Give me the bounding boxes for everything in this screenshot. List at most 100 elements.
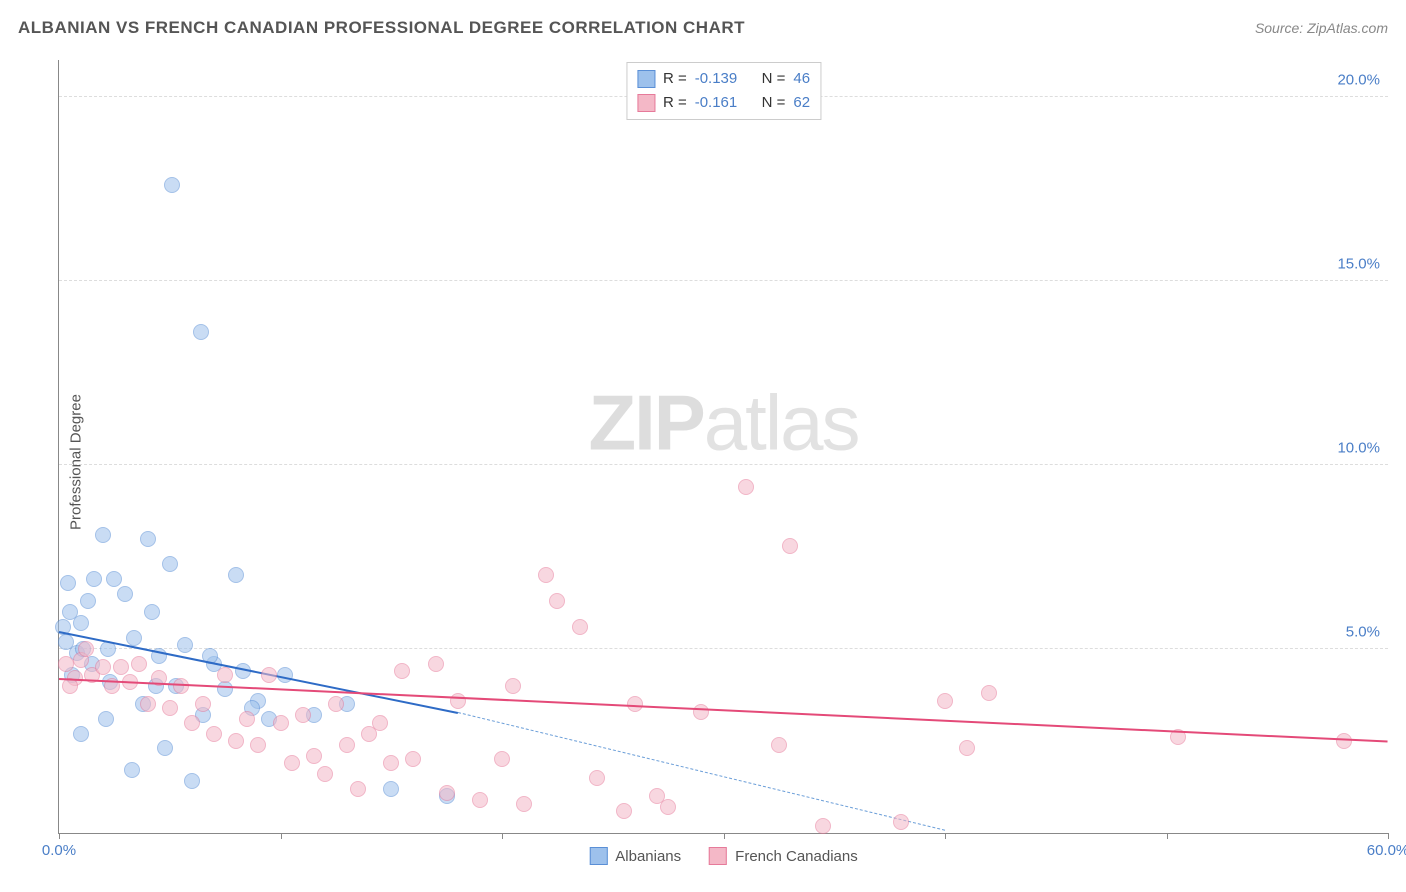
scatter-point	[184, 773, 200, 789]
n-value: 46	[793, 67, 810, 91]
scatter-point	[306, 748, 322, 764]
watermark-zip: ZIP	[588, 379, 703, 467]
x-tick	[945, 833, 946, 839]
y-tick-label: 15.0%	[1337, 255, 1380, 272]
x-tick	[724, 833, 725, 839]
scatter-point	[383, 755, 399, 771]
scatter-point	[228, 567, 244, 583]
chart-container: Professional Degree ZIPatlas R =-0.139 N…	[18, 50, 1388, 874]
scatter-point	[394, 663, 410, 679]
source-label: Source: ZipAtlas.com	[1255, 20, 1388, 36]
scatter-point	[284, 755, 300, 771]
legend-series-label: Albanians	[615, 848, 681, 865]
scatter-point	[937, 693, 953, 709]
scatter-point	[177, 637, 193, 653]
n-label: N =	[762, 67, 786, 91]
scatter-point	[372, 715, 388, 731]
scatter-point	[472, 792, 488, 808]
scatter-point	[572, 619, 588, 635]
scatter-point	[126, 630, 142, 646]
scatter-point	[616, 803, 632, 819]
y-tick-label: 10.0%	[1337, 439, 1380, 456]
scatter-point	[157, 740, 173, 756]
trend-line	[458, 712, 946, 831]
scatter-point	[124, 762, 140, 778]
legend-series-label: French Canadians	[735, 848, 858, 865]
legend-series-item: Albanians	[589, 847, 681, 865]
scatter-point	[131, 656, 147, 672]
scatter-point	[660, 799, 676, 815]
x-tick-label: 60.0%	[1367, 842, 1406, 859]
scatter-point	[328, 696, 344, 712]
scatter-point	[98, 711, 114, 727]
scatter-point	[405, 751, 421, 767]
scatter-point	[538, 567, 554, 583]
legend-swatch	[589, 847, 607, 865]
x-tick-label: 0.0%	[42, 842, 76, 859]
scatter-point	[450, 693, 466, 709]
scatter-point	[428, 656, 444, 672]
scatter-point	[250, 737, 266, 753]
scatter-point	[261, 667, 277, 683]
scatter-point	[383, 781, 399, 797]
x-tick	[1388, 833, 1389, 839]
scatter-point	[738, 479, 754, 495]
scatter-point	[439, 785, 455, 801]
plot-area: ZIPatlas R =-0.139 N =46R =-0.161 N =62 …	[58, 60, 1388, 834]
scatter-point	[981, 685, 997, 701]
scatter-point	[239, 711, 255, 727]
scatter-point	[162, 556, 178, 572]
legend-swatch	[637, 94, 655, 112]
x-tick	[59, 833, 60, 839]
r-value: -0.161	[695, 91, 738, 115]
scatter-point	[273, 715, 289, 731]
scatter-point	[60, 575, 76, 591]
scatter-point	[113, 659, 129, 675]
watermark-atlas: atlas	[704, 379, 859, 467]
x-tick	[1167, 833, 1168, 839]
scatter-point	[893, 814, 909, 830]
scatter-point	[782, 538, 798, 554]
scatter-point	[73, 615, 89, 631]
watermark: ZIPatlas	[588, 378, 858, 469]
y-tick-label: 5.0%	[1346, 623, 1380, 640]
r-value: -0.139	[695, 67, 738, 91]
legend-series: Albanians French Canadians	[589, 847, 857, 865]
r-label: R =	[663, 67, 687, 91]
r-label: R =	[663, 91, 687, 115]
scatter-point	[317, 766, 333, 782]
x-tick	[502, 833, 503, 839]
legend-series-item: French Canadians	[709, 847, 858, 865]
x-tick	[281, 833, 282, 839]
scatter-point	[58, 656, 74, 672]
scatter-point	[339, 737, 355, 753]
scatter-point	[516, 796, 532, 812]
gridline	[59, 464, 1388, 465]
scatter-point	[693, 704, 709, 720]
scatter-point	[505, 678, 521, 694]
legend-stat-row: R =-0.161 N =62	[637, 91, 810, 115]
legend-stats: R =-0.139 N =46R =-0.161 N =62	[626, 62, 821, 120]
scatter-point	[144, 604, 160, 620]
scatter-point	[106, 571, 122, 587]
scatter-point	[217, 667, 233, 683]
scatter-point	[140, 531, 156, 547]
scatter-point	[193, 324, 209, 340]
scatter-point	[815, 818, 831, 834]
scatter-point	[73, 726, 89, 742]
scatter-point	[164, 177, 180, 193]
scatter-point	[350, 781, 366, 797]
gridline	[59, 280, 1388, 281]
scatter-point	[86, 571, 102, 587]
scatter-point	[228, 733, 244, 749]
scatter-point	[184, 715, 200, 731]
scatter-point	[140, 696, 156, 712]
gridline	[59, 648, 1388, 649]
legend-swatch	[637, 70, 655, 88]
chart-header: ALBANIAN VS FRENCH CANADIAN PROFESSIONAL…	[18, 18, 1388, 38]
n-label: N =	[762, 91, 786, 115]
scatter-point	[217, 681, 233, 697]
scatter-point	[771, 737, 787, 753]
scatter-point	[295, 707, 311, 723]
scatter-point	[959, 740, 975, 756]
